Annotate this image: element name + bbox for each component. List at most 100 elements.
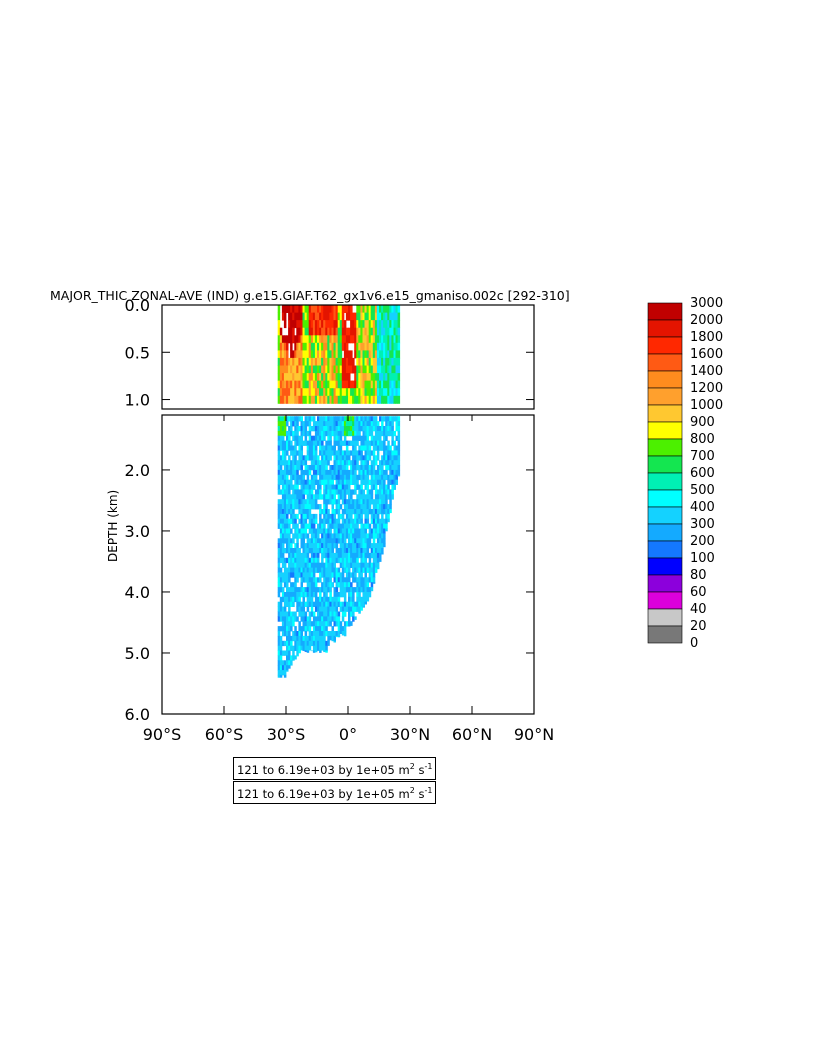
data-cell bbox=[329, 601, 332, 607]
data-cell bbox=[389, 474, 392, 481]
data-cell bbox=[387, 380, 390, 389]
data-cell bbox=[356, 548, 359, 554]
data-cell bbox=[304, 440, 308, 446]
data-cell bbox=[383, 365, 386, 374]
data-cell bbox=[283, 445, 287, 451]
data-cell bbox=[319, 465, 322, 471]
data-cell bbox=[308, 499, 312, 505]
data-cell bbox=[329, 518, 332, 524]
data-cell bbox=[306, 538, 310, 544]
data-cell bbox=[348, 504, 351, 510]
colorbar-swatch bbox=[647, 336, 683, 355]
data-cell bbox=[372, 465, 376, 471]
data-cell bbox=[323, 455, 326, 461]
data-cell bbox=[300, 312, 303, 321]
data-cell bbox=[308, 484, 312, 490]
data-cell bbox=[323, 460, 326, 466]
data-cell bbox=[335, 528, 339, 534]
data-cell bbox=[350, 596, 353, 603]
data-cell bbox=[314, 635, 318, 642]
data-cell bbox=[372, 528, 376, 534]
data-cell bbox=[360, 373, 363, 382]
data-cell bbox=[335, 538, 339, 544]
data-cell bbox=[370, 533, 374, 539]
data-cell bbox=[337, 513, 341, 520]
data-cell bbox=[397, 426, 401, 432]
data-cell bbox=[381, 430, 384, 437]
data-cell bbox=[288, 616, 291, 622]
data-cell bbox=[379, 557, 382, 562]
data-cell bbox=[368, 572, 372, 578]
data-cell bbox=[337, 489, 341, 495]
data-cell bbox=[279, 445, 283, 451]
data-cell bbox=[317, 455, 320, 461]
data-cell bbox=[312, 357, 316, 366]
data-cell bbox=[339, 320, 343, 329]
data-cell bbox=[298, 416, 301, 422]
data-cell bbox=[290, 660, 293, 666]
data-cell bbox=[370, 357, 374, 366]
data-cell bbox=[331, 611, 334, 617]
data-cell bbox=[283, 538, 287, 544]
data-cell bbox=[372, 513, 376, 520]
data-cell bbox=[308, 489, 312, 495]
data-cell bbox=[286, 523, 289, 529]
data-cell bbox=[286, 557, 289, 564]
data-cell bbox=[321, 465, 324, 471]
data-cell bbox=[381, 465, 384, 471]
data-cell bbox=[308, 513, 312, 520]
data-cell bbox=[335, 489, 339, 495]
data-cell bbox=[374, 528, 378, 534]
data-cell bbox=[389, 426, 392, 432]
data-cell bbox=[314, 499, 318, 505]
data-cell bbox=[345, 533, 349, 539]
data-cell bbox=[366, 455, 370, 461]
data-cell bbox=[366, 426, 370, 432]
data-cell bbox=[310, 533, 314, 539]
data-cell bbox=[362, 440, 365, 446]
data-cell bbox=[281, 562, 285, 568]
data-cell bbox=[372, 484, 376, 490]
data-cell bbox=[331, 365, 334, 374]
data-cell bbox=[319, 305, 322, 313]
data-cell bbox=[304, 577, 308, 583]
data-cell bbox=[339, 469, 343, 476]
data-cell bbox=[397, 350, 401, 359]
data-cell bbox=[294, 320, 297, 329]
data-cell bbox=[304, 460, 308, 466]
data-cell bbox=[314, 327, 318, 336]
data-cell bbox=[308, 327, 312, 336]
data-cell bbox=[323, 357, 326, 366]
data-cell bbox=[385, 489, 388, 495]
data-cell bbox=[366, 582, 370, 588]
data-cell bbox=[354, 440, 357, 446]
data-cell bbox=[381, 426, 384, 432]
data-cell bbox=[304, 611, 308, 617]
data-cell bbox=[343, 426, 347, 432]
data-cell bbox=[364, 395, 367, 404]
data-cell bbox=[283, 416, 287, 422]
data-cell bbox=[370, 388, 374, 397]
data-cell bbox=[327, 395, 330, 404]
data-cell bbox=[381, 373, 384, 382]
data-cell bbox=[331, 489, 334, 495]
data-cell bbox=[290, 616, 293, 622]
data-cell bbox=[337, 499, 341, 505]
data-cell bbox=[364, 373, 367, 382]
data-cell bbox=[372, 455, 376, 461]
data-cell bbox=[314, 552, 318, 559]
data-cell bbox=[389, 327, 392, 336]
data-cell bbox=[300, 645, 303, 651]
data-cell bbox=[348, 509, 351, 515]
data-cell bbox=[317, 504, 320, 510]
data-cell bbox=[314, 430, 318, 437]
data-cell bbox=[385, 474, 388, 481]
data-cell bbox=[317, 489, 320, 495]
data-cell bbox=[335, 440, 339, 446]
data-cell bbox=[362, 474, 365, 481]
data-cell bbox=[327, 327, 330, 336]
data-cell bbox=[317, 548, 320, 554]
data-cell bbox=[296, 421, 299, 427]
data-cell bbox=[383, 416, 386, 422]
data-cell bbox=[298, 587, 301, 593]
